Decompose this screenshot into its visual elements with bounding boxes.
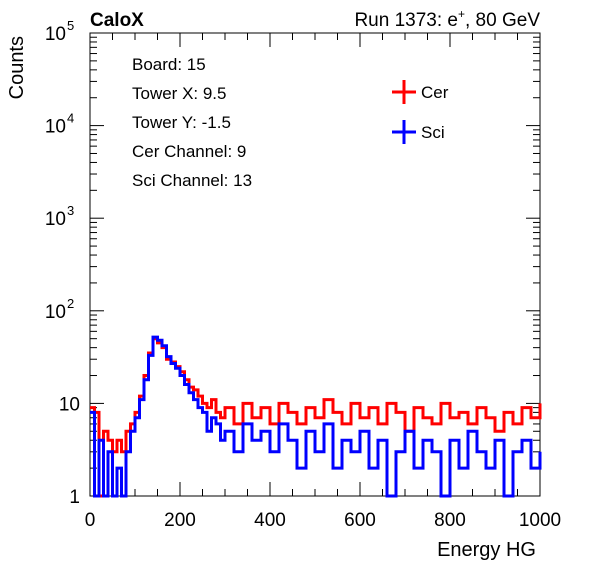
y-tick-label: 1	[69, 487, 80, 508]
legend: Cer Sci	[392, 80, 449, 144]
y-tick-exponent: 5	[67, 18, 74, 33]
info-line-cer-channel: Cer Channel: 9	[132, 142, 246, 161]
x-tick-label: 400	[254, 510, 286, 531]
y-axis-label: Counts	[6, 36, 28, 99]
x-tick-label: 0	[85, 510, 96, 531]
x-tick-label: 1000	[519, 510, 561, 531]
y-tick-exponent: 2	[67, 296, 74, 311]
y-tick-label: 10	[45, 24, 66, 45]
info-line-tower-y: Tower Y: -1.5	[132, 113, 231, 132]
legend-cer-label: Cer	[421, 83, 449, 102]
x-tick-label: 200	[164, 510, 196, 531]
y-tick-exponent: 3	[67, 203, 74, 218]
y-tick-exponent: 4	[67, 111, 74, 126]
series-sci-line	[90, 335, 542, 498]
x-tick-label: 600	[344, 510, 376, 531]
legend-cer-marker	[392, 80, 416, 104]
info-line-sci-channel: Sci Channel: 13	[132, 171, 252, 190]
y-tick-label: 10	[45, 117, 66, 138]
info-line-tower-x: Tower X: 9.5	[132, 84, 227, 103]
legend-sci-label: Sci	[421, 123, 445, 142]
y-tick-label: 10	[45, 302, 66, 323]
x-tick-label: 800	[434, 510, 466, 531]
info-box: Board: 15 Tower X: 9.5 Tower Y: -1.5 Cer…	[132, 55, 252, 190]
y-tick-label: 10	[45, 209, 66, 230]
header-left-label: CaloX	[90, 10, 144, 31]
info-line-board: Board: 15	[132, 55, 206, 74]
legend-sci-marker	[392, 120, 416, 144]
series-cer-line	[90, 337, 542, 498]
x-axis-label: Energy HG	[437, 539, 536, 561]
y-tick-label: 10	[59, 394, 80, 415]
header-right-label: Run 1373: e+, 80 GeV	[354, 7, 540, 31]
